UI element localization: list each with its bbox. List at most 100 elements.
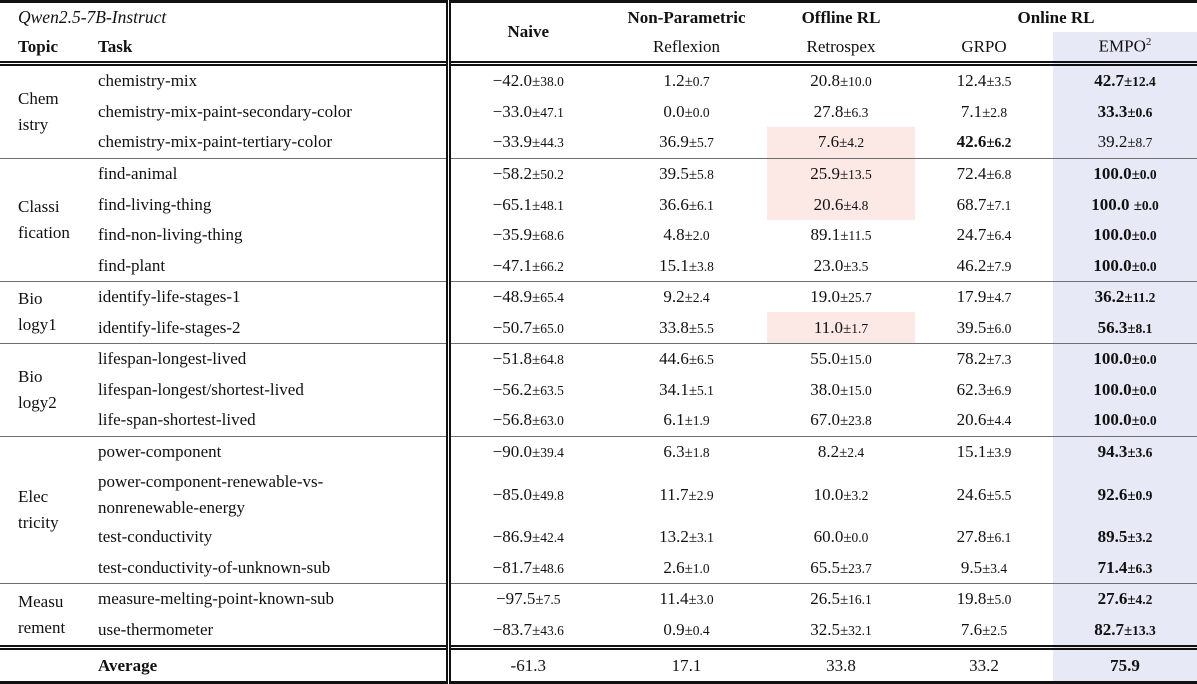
table-row: test-conductivity −86.9±42.4 13.2±3.1 60.0±… bbox=[0, 521, 1197, 553]
retrospex-value-cell: 32.5±32.1 bbox=[810, 619, 872, 639]
naive-value-cell: −58.2±50.2 bbox=[445, 158, 606, 190]
task-label: identify-life-stages-1 bbox=[98, 287, 241, 307]
empo-value-cell: 27.6±4.2 bbox=[1053, 583, 1197, 615]
grpo-value-cell: 24.6±5.5 bbox=[956, 484, 1012, 504]
grpo-value-cell: 24.7±6.4 bbox=[956, 225, 1012, 245]
retrospex-value-cell: 20.8±10.0 bbox=[810, 71, 872, 91]
retrospex-value-cell: 38.0±15.0 bbox=[810, 379, 872, 399]
reflexion-value-cell: 36.6±6.1 bbox=[659, 194, 714, 214]
grpo-value-cell: 7.6±2.5 bbox=[960, 619, 1008, 639]
column-header-naive: Naive bbox=[445, 1, 606, 64]
average-naive-value: -61.3 bbox=[445, 647, 606, 683]
task-label: find-non-living-thing bbox=[98, 225, 243, 245]
table-row: life-span-shortest-lived −56.8±63.0 6.1±1.… bbox=[0, 405, 1197, 437]
column-group-offline-rl: Offline RL bbox=[801, 7, 881, 27]
task-label: test-conductivity-of-unknown-sub bbox=[98, 557, 331, 577]
average-label: Average bbox=[98, 655, 158, 675]
retrospex-value-cell: 11.0±1.7 bbox=[767, 312, 915, 344]
retrospex-value-cell: 23.0±3.5 bbox=[813, 255, 869, 275]
empo-superscript: 2 bbox=[1145, 36, 1152, 49]
task-label: power-component bbox=[98, 441, 222, 461]
column-header-retrospex: Retrospex bbox=[806, 36, 876, 56]
reflexion-value-cell: 0.9±0.4 bbox=[663, 619, 710, 639]
retrospex-value-cell: 20.6±4.8 bbox=[767, 189, 915, 220]
retrospex-value-cell: 19.0±25.7 bbox=[810, 287, 872, 307]
naive-value-cell: −56.2±63.5 bbox=[445, 374, 606, 406]
table-row: Bio logy1 identify-life-stages-1 −48.9±65.4… bbox=[0, 281, 1197, 334]
empo-value-cell: 100.0±0.0 bbox=[1053, 405, 1197, 437]
retrospex-value-cell: 89.1±11.5 bbox=[810, 225, 872, 245]
table-row: Bio logy2 lifespan-longest-lived −51.8±64.8… bbox=[0, 343, 1197, 412]
column-header-topic: Topic bbox=[18, 36, 59, 56]
reflexion-value-cell: 4.8±2.0 bbox=[663, 225, 710, 245]
task-label: find-animal bbox=[98, 164, 178, 183]
empo-value-cell: 56.3±8.1 bbox=[1053, 312, 1197, 344]
topic-section-biology1: Bio logy1 identify-life-stages-1 −48.9±65.4… bbox=[0, 281, 1197, 344]
empo-value-cell: 100.0 ±0.0 bbox=[1053, 189, 1197, 220]
naive-value-cell: −35.9±68.6 bbox=[445, 219, 606, 251]
table-row: Elec tricity power-component −90.0±39.4 6.3±… bbox=[0, 436, 1197, 532]
task-label: lifespan-longest-lived bbox=[98, 349, 247, 369]
empo-value-cell: 42.7±12.4 bbox=[1053, 63, 1197, 97]
topic-section-chemistry: Chem istry chemistry-mix −42.0±38.0 1.2±0.7 2… bbox=[0, 63, 1197, 159]
naive-value-cell: −33.9±44.3 bbox=[445, 127, 606, 159]
table-row: find-living-thing −65.1±48.1 36.6±6.1 20.6±… bbox=[0, 189, 1197, 220]
naive-value-cell: −86.9±42.4 bbox=[445, 521, 606, 553]
reflexion-value-cell: 13.2±3.1 bbox=[659, 527, 714, 547]
task-label: test-conductivity bbox=[98, 527, 213, 547]
task-label: power-component-renewable-vs-nonrenewabl… bbox=[98, 471, 324, 517]
retrospex-value-cell: 26.5±16.1 bbox=[810, 589, 872, 609]
reflexion-value-cell: 11.7±2.9 bbox=[659, 484, 714, 504]
average-section: Average -61.3 17.1 33.8 33.2 75.9 bbox=[0, 647, 1197, 683]
naive-value-cell: −83.7±43.6 bbox=[445, 614, 606, 648]
reflexion-value-cell: 2.6±1.0 bbox=[663, 557, 710, 577]
reflexion-value-cell: 11.4±3.0 bbox=[659, 589, 714, 609]
topic-section-biology2: Bio logy2 lifespan-longest-lived −51.8±64.8… bbox=[0, 343, 1197, 437]
topic-label: Chem istry bbox=[18, 88, 59, 134]
naive-value-cell: −97.5±7.5 bbox=[445, 583, 606, 615]
retrospex-value-cell: 65.5±23.7 bbox=[810, 557, 872, 577]
table-row: find-non-living-thing −35.9±68.6 4.8±2.0 89… bbox=[0, 219, 1197, 251]
retrospex-value-cell: 27.8±6.3 bbox=[813, 101, 869, 121]
table-row: Chem istry chemistry-mix −42.0±38.0 1.2±0.7 2… bbox=[0, 63, 1197, 134]
grpo-value-cell: 17.9±4.7 bbox=[956, 287, 1012, 307]
naive-value-cell: −51.8±64.8 bbox=[445, 343, 606, 375]
retrospex-value-cell: 67.0±23.8 bbox=[810, 410, 872, 430]
grpo-value-cell: 19.8±5.0 bbox=[956, 589, 1012, 609]
table-row: Measu rement measure-melting-point-known-s… bbox=[0, 583, 1197, 637]
grpo-value-cell: 46.2±7.9 bbox=[956, 255, 1012, 275]
empo-value-cell: 100.0±0.0 bbox=[1053, 250, 1197, 282]
average-retrospex-value: 33.8 bbox=[826, 655, 856, 675]
retrospex-value-cell: 60.0±0.0 bbox=[813, 527, 869, 547]
average-row: Average -61.3 17.1 33.8 33.2 75.9 bbox=[0, 647, 1197, 683]
empo-value-cell: 92.6±0.9 bbox=[1053, 467, 1197, 522]
topic-section-electricity: Elec tricity power-component −90.0±39.4 6.3±… bbox=[0, 436, 1197, 584]
task-label: find-living-thing bbox=[98, 194, 212, 214]
column-group-non-parametric: Non-Parametric bbox=[627, 7, 746, 27]
empo-value-cell: 71.4±6.3 bbox=[1053, 552, 1197, 584]
empo-value-cell: 36.2±11.2 bbox=[1053, 281, 1197, 313]
task-label: chemistry-mix bbox=[98, 71, 198, 91]
average-reflexion-value: 17.1 bbox=[671, 655, 702, 675]
empo-value-cell: 33.3±0.6 bbox=[1053, 96, 1197, 128]
task-label: chemistry-mix-paint-tertiary-color bbox=[98, 132, 333, 152]
column-header-task: Task bbox=[98, 36, 133, 56]
grpo-value-cell: 20.6±4.4 bbox=[956, 410, 1012, 430]
topic-label: Elec tricity bbox=[18, 486, 59, 532]
naive-value-cell: −48.9±65.4 bbox=[445, 281, 606, 313]
naive-value-cell: −85.0±49.8 bbox=[445, 467, 606, 522]
table-row: test-conductivity-of-unknown-sub −81.7±48… bbox=[0, 552, 1197, 584]
table-row: lifespan-longest/shortest-lived −56.2±63.… bbox=[0, 374, 1197, 406]
naive-value-cell: −81.7±48.6 bbox=[445, 552, 606, 584]
column-header-empo: EMPO2 bbox=[1053, 32, 1197, 64]
grpo-value-cell: 72.4±6.8 bbox=[956, 164, 1012, 183]
average-grpo-value: 33.2 bbox=[969, 655, 999, 675]
naive-value-cell: −33.0±47.1 bbox=[445, 96, 606, 128]
column-header-grpo: GRPO bbox=[961, 36, 1007, 56]
grpo-value-cell: 9.5±3.4 bbox=[960, 557, 1008, 577]
column-group-online-rl: Online RL bbox=[1017, 7, 1095, 27]
reflexion-value-cell: 6.1±1.9 bbox=[663, 410, 710, 430]
reflexion-value-cell: 44.6±6.5 bbox=[659, 349, 714, 369]
grpo-value-cell: 42.6±6.2 bbox=[956, 132, 1012, 152]
naive-value-cell: −90.0±39.4 bbox=[445, 436, 606, 468]
